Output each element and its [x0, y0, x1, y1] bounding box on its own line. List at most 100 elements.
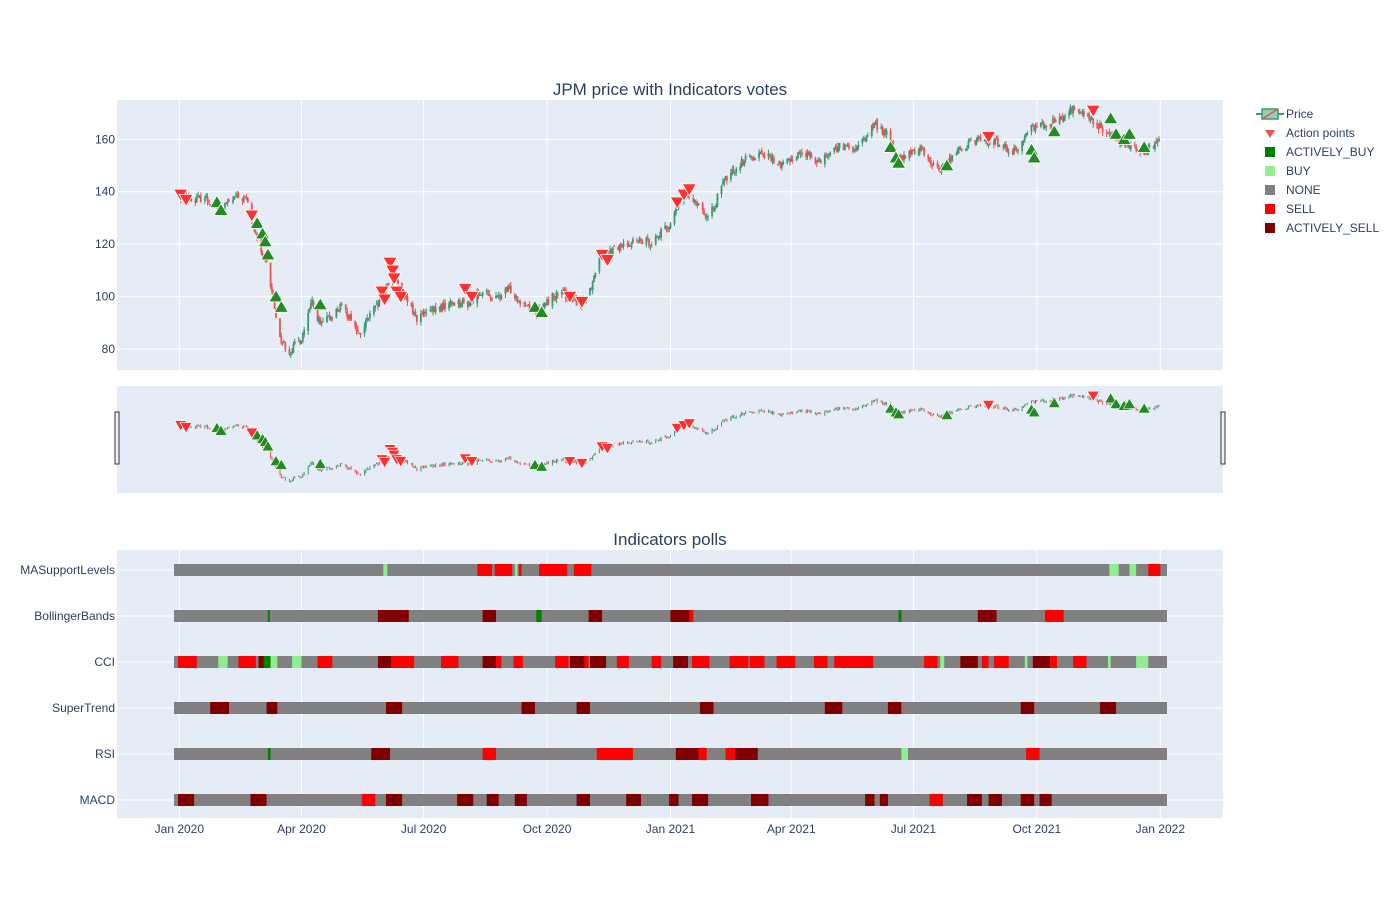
candle-body	[955, 153, 958, 155]
candle-body	[1070, 107, 1073, 113]
poll-cell-sell	[494, 564, 513, 576]
candle-body	[1053, 119, 1056, 122]
range-buy-marker	[535, 460, 549, 472]
candle-body	[348, 315, 351, 319]
candle-body	[637, 241, 640, 243]
candle-body	[837, 146, 840, 152]
poll-cell-buy	[1109, 564, 1119, 576]
candle-body	[271, 286, 273, 292]
candle-body	[998, 144, 1001, 147]
candle-body	[848, 145, 850, 149]
candle-body	[772, 158, 775, 163]
legend-item-none[interactable]: NONE	[1252, 180, 1379, 199]
x-tick-label: Oct 2021	[1013, 822, 1062, 836]
candle-body	[237, 193, 240, 198]
candle-body	[1155, 141, 1158, 143]
poll-cell-sell	[1050, 656, 1057, 668]
candle-body	[665, 225, 668, 230]
candle-body	[758, 152, 760, 158]
range-sell-marker	[563, 456, 577, 468]
candle-body	[668, 226, 671, 230]
candle-body	[326, 316, 328, 323]
candle-body	[630, 242, 633, 248]
candle-body	[789, 160, 791, 163]
candle-body	[1069, 106, 1072, 115]
candle-body	[904, 156, 907, 159]
poll-cell-actively-buy	[267, 610, 270, 622]
candle-body	[318, 317, 320, 323]
candle-body	[913, 149, 916, 155]
range-handle-left[interactable]	[114, 411, 120, 465]
candle-body	[846, 144, 849, 147]
range-handle-right[interactable]	[1220, 411, 1226, 465]
candle-body	[279, 318, 281, 337]
candle-body	[842, 144, 845, 151]
candle-body	[452, 302, 455, 305]
candle-body	[1033, 124, 1036, 130]
candle-body	[203, 198, 206, 202]
candle-body	[629, 245, 632, 247]
candle-body	[917, 149, 920, 156]
candle-body	[1011, 151, 1014, 155]
candle-body	[853, 148, 856, 151]
poll-cell-sell	[518, 564, 522, 576]
candle-body	[763, 154, 766, 159]
candle-body	[742, 160, 744, 164]
candle-body	[873, 122, 876, 127]
candle-body	[1143, 151, 1146, 155]
legend-item-action-points[interactable]: Action points	[1252, 123, 1379, 142]
candle-body	[701, 203, 704, 210]
candle-body	[331, 317, 334, 319]
candle-body	[1017, 150, 1019, 152]
candle-body	[1073, 107, 1076, 110]
legend-swatch-sell	[1252, 199, 1288, 218]
poll-cell-actively-buy	[267, 748, 271, 760]
candle-body	[575, 297, 578, 306]
candle-body	[519, 300, 522, 305]
candle-body	[852, 146, 854, 153]
poll-cell-sell	[391, 656, 415, 668]
candle-body	[704, 215, 707, 217]
poll-cell-sell	[238, 656, 256, 668]
poll-cell-buy	[514, 564, 518, 576]
candle-body	[754, 158, 756, 161]
candle-body	[919, 146, 922, 151]
candle-body	[496, 296, 499, 298]
candle-body	[594, 272, 597, 277]
candle-body	[206, 196, 209, 202]
range-sell-marker	[1086, 390, 1100, 402]
legend-item-actively-sell[interactable]: ACTIVELY_SELL	[1252, 218, 1379, 237]
legend-item-actively-buy[interactable]: ACTIVELY_BUY	[1252, 142, 1379, 161]
poll-cell-actively-sell	[514, 794, 527, 806]
candle-body	[198, 195, 201, 197]
candle-body	[1064, 115, 1066, 118]
legend-item-price[interactable]: Price	[1252, 104, 1379, 123]
sell-marker	[562, 290, 578, 305]
candle-body	[434, 306, 437, 312]
candle-body	[770, 155, 773, 161]
range-sell-marker	[394, 456, 408, 468]
candle-body	[1054, 119, 1057, 123]
candle-body	[554, 296, 556, 300]
candle-body	[442, 303, 445, 310]
legend-item-buy[interactable]: BUY	[1252, 161, 1379, 180]
poll-cell-buy	[383, 564, 388, 576]
candle-body	[827, 155, 830, 157]
legend: Price Action points ACTIVELY_BUY BUY NON…	[1252, 104, 1379, 237]
candle-body	[1061, 116, 1064, 120]
y-tick-label: 120	[95, 237, 115, 251]
candle-body	[1088, 113, 1091, 120]
range-sell-marker	[465, 456, 479, 468]
candle-body	[499, 295, 501, 299]
candle-body	[889, 130, 892, 142]
poll-cell-actively-sell	[178, 794, 195, 806]
poll-cell-sell	[929, 794, 943, 806]
candle-body	[228, 199, 230, 202]
buy-marker	[1046, 124, 1062, 138]
candle-body	[280, 335, 283, 344]
candle-body	[899, 154, 901, 158]
poll-cell-actively-sell	[988, 794, 1002, 806]
range-buy-marker	[313, 457, 327, 469]
legend-item-sell[interactable]: SELL	[1252, 199, 1379, 218]
candle-body	[801, 152, 803, 155]
